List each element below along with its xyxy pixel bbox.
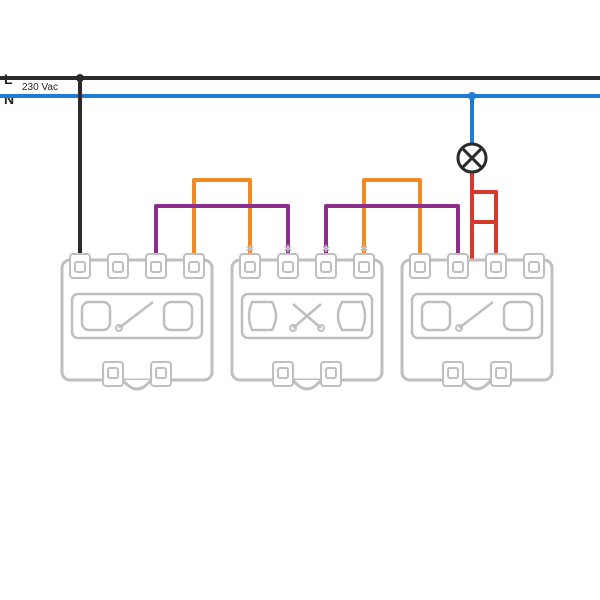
devices: ✱ ✱ ✱ ✱ [62,244,552,389]
device-sw_middle: ✱ ✱ ✱ ✱ [232,244,382,389]
rail-n-label: N [4,91,14,107]
svg-text:✱: ✱ [360,244,368,255]
device-sw_left [62,254,212,389]
svg-text:✱: ✱ [322,244,330,255]
wiring-diagram: L 230 Vac N ✱ ✱ ✱ ✱ [0,0,600,600]
rail-voltage-label: 230 Vac [22,82,58,93]
wires [76,74,496,258]
svg-text:✱: ✱ [246,244,254,255]
rail-group: L 230 Vac N [0,71,600,107]
device-sw_right [402,254,552,389]
lamp-icon [458,144,486,172]
svg-text:✱: ✱ [284,244,292,255]
